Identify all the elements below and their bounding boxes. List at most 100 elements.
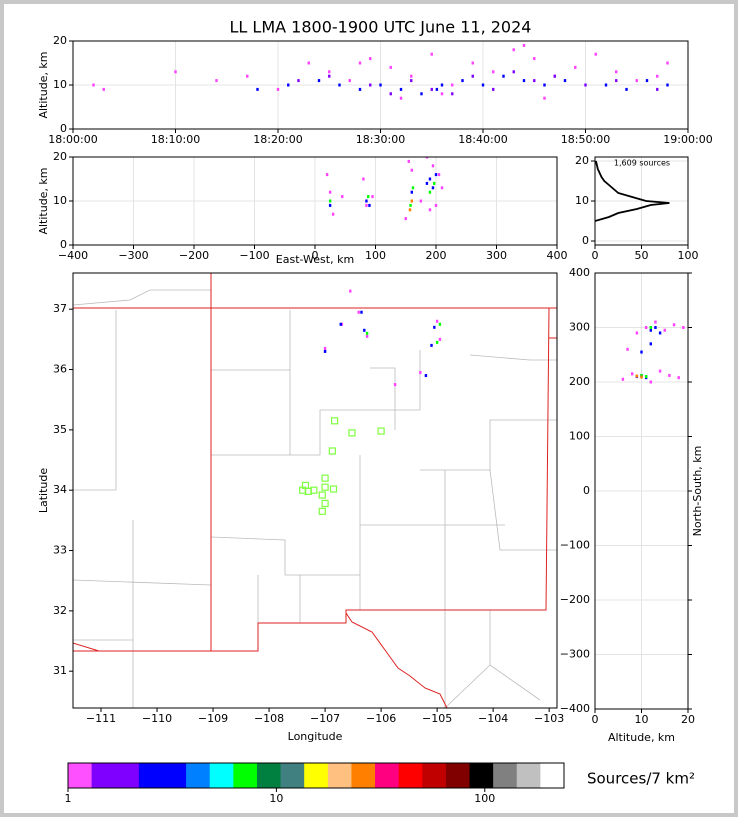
source-point — [307, 61, 310, 65]
source-point — [666, 83, 669, 87]
station — [321, 474, 329, 482]
x-tick-label: −103 — [534, 712, 564, 725]
colorbar-tick-label: 1 — [65, 792, 72, 805]
source-point — [358, 87, 362, 91]
x-tick-label: −200 — [179, 249, 209, 262]
source-point — [666, 61, 669, 65]
source-point — [435, 340, 439, 344]
source-point — [357, 310, 360, 314]
source-point — [325, 173, 329, 177]
y-tick-label: 200 — [569, 375, 590, 388]
source-point — [512, 70, 515, 74]
source-point — [594, 52, 597, 56]
colorbar-tick-label: 100 — [474, 792, 495, 805]
source-point — [658, 369, 662, 373]
source-point — [663, 328, 666, 332]
y-tick-label: 20 — [53, 150, 67, 163]
station — [304, 487, 312, 496]
source-point — [431, 164, 435, 168]
colorbar-swatch — [233, 763, 258, 788]
x-tick-label: −108 — [254, 712, 284, 725]
colorbar-swatch — [469, 763, 494, 788]
source-point — [574, 65, 577, 69]
histogram-line — [595, 160, 670, 222]
axes-frame — [72, 156, 558, 246]
source-point — [640, 350, 643, 354]
y-tick-label: 300 — [569, 321, 590, 334]
source-point — [438, 322, 442, 326]
source-point — [328, 70, 331, 74]
colorbar-swatch — [422, 763, 447, 788]
source-point — [654, 326, 657, 329]
source-point — [615, 79, 618, 83]
source-point — [481, 83, 485, 87]
source-point — [430, 87, 433, 91]
county-lines — [72, 273, 557, 709]
source-point — [626, 347, 629, 351]
source-point — [365, 334, 369, 338]
source-point — [430, 52, 433, 56]
source-point — [522, 43, 526, 47]
x-tick-label: −106 — [366, 712, 396, 725]
source-point — [635, 374, 639, 378]
source-point — [645, 79, 649, 83]
x-tick-label: 0 — [592, 249, 599, 262]
source-point — [328, 199, 332, 203]
source-point — [502, 74, 505, 78]
y-tick-label: −400 — [560, 702, 590, 715]
source-point — [492, 70, 495, 74]
source-point — [431, 186, 435, 190]
colorbar-frame — [67, 762, 565, 789]
source-point — [410, 168, 413, 172]
axes-frame — [72, 40, 689, 130]
y-axis-label: Latitude — [37, 468, 50, 514]
station — [328, 447, 336, 455]
y-tick-label: 0 — [583, 484, 590, 497]
source-point — [644, 375, 648, 379]
source-point — [656, 87, 659, 91]
y-tick-label: 32 — [53, 604, 67, 617]
source-point — [440, 186, 444, 190]
y-tick-label: 20 — [53, 34, 67, 47]
source-point — [379, 83, 382, 87]
source-point — [360, 310, 363, 314]
source-point — [419, 371, 422, 375]
x-tick-label: −400 — [58, 249, 88, 262]
x-tick-label: −104 — [478, 712, 508, 725]
source-point — [625, 87, 628, 91]
y-tick-label: 10 — [575, 194, 589, 207]
source-point — [389, 65, 392, 69]
source-point — [435, 319, 439, 323]
axes-frame — [594, 272, 689, 710]
source-point — [451, 83, 454, 87]
source-point — [682, 326, 685, 329]
y-tick-label: 37 — [53, 302, 67, 315]
source-point — [656, 74, 659, 78]
x-tick-label: −110 — [142, 712, 172, 725]
source-point — [631, 372, 634, 376]
source-point — [533, 57, 536, 61]
source-point — [410, 79, 413, 83]
source-point — [367, 195, 370, 199]
x-tick-label: 100 — [678, 249, 699, 262]
station — [348, 429, 356, 437]
source-point — [215, 79, 218, 83]
source-point — [341, 195, 344, 199]
source-point — [584, 83, 587, 87]
source-point — [425, 181, 429, 185]
source-point — [533, 79, 536, 83]
x-tick-label: −111 — [86, 712, 116, 725]
source-point — [174, 70, 177, 74]
x-tick-label: −100 — [239, 249, 269, 262]
source-point — [649, 380, 652, 384]
source-point — [461, 79, 464, 83]
plot-area — [92, 43, 669, 100]
y-tick-label: −300 — [560, 648, 590, 661]
source-point — [424, 374, 428, 378]
station — [318, 507, 326, 515]
source-point — [408, 208, 412, 212]
x-tick-label: −107 — [310, 712, 340, 725]
source-point — [419, 199, 423, 203]
colorbar-swatch — [304, 763, 329, 788]
x-tick-label: 18:20:00 — [253, 133, 302, 146]
